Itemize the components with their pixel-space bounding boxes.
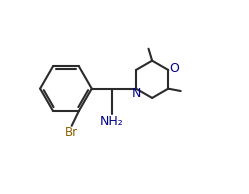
Text: O: O bbox=[169, 62, 179, 75]
Text: Br: Br bbox=[65, 126, 78, 139]
Text: NH₂: NH₂ bbox=[100, 115, 124, 128]
Text: N: N bbox=[131, 87, 141, 100]
